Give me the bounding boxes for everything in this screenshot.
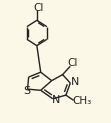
Text: Cl: Cl [34,3,44,13]
Text: CH₃: CH₃ [72,96,92,106]
Text: N: N [71,77,80,87]
Text: S: S [23,86,30,96]
Text: Cl: Cl [67,58,78,68]
Text: N: N [52,95,60,105]
